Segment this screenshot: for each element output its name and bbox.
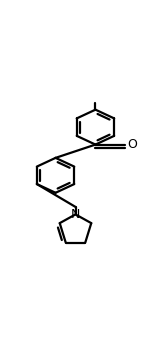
Text: O: O <box>127 138 137 151</box>
Text: N: N <box>71 208 80 221</box>
